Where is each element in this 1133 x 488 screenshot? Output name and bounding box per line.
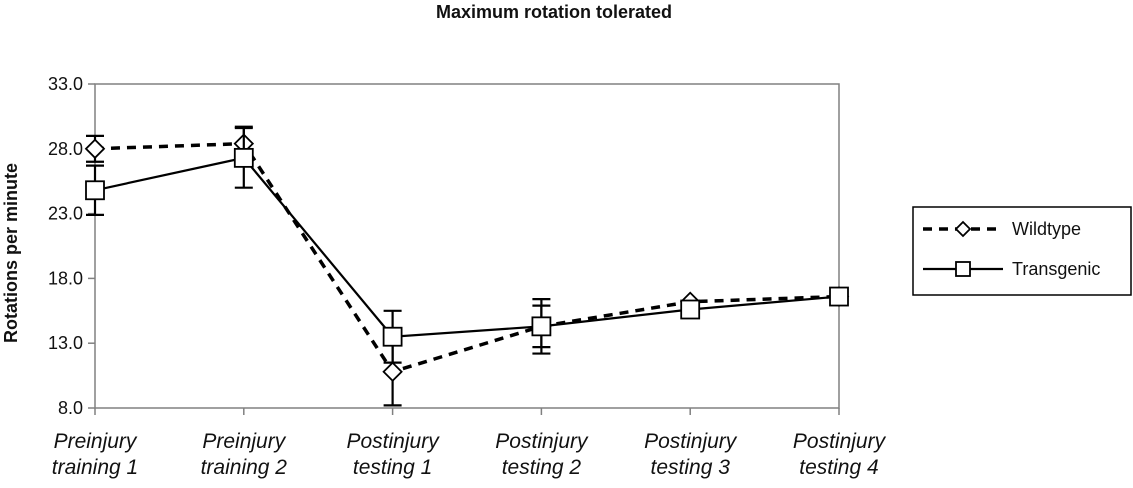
x-tick-label: Preinjury training 1 xyxy=(52,430,138,479)
y-tick-label: 18.0 xyxy=(48,268,83,288)
x-tick-label-line: Preinjury xyxy=(54,430,138,453)
square-marker xyxy=(531,316,552,337)
square-marker xyxy=(233,147,254,168)
x-tick-label: Postinjury testing 1 xyxy=(346,430,440,479)
x-tick-label-line: testing 4 xyxy=(799,456,878,479)
y-tick-label: 28.0 xyxy=(48,139,83,159)
diamond-marker xyxy=(84,138,106,160)
legend-label: Transgenic xyxy=(1012,259,1100,279)
x-tick-label: Preinjury training 2 xyxy=(201,430,288,479)
diamond-marker xyxy=(382,361,403,382)
plot-area-frame xyxy=(94,83,840,409)
x-tick-label-line: testing 1 xyxy=(353,456,432,479)
x-tick-label-line: Preinjury xyxy=(202,430,286,453)
series-line xyxy=(94,156,840,338)
x-tick-label-line: Postinjury xyxy=(793,430,887,453)
x-tick-label-line: Postinjury xyxy=(644,430,738,453)
y-tick-label: 23.0 xyxy=(48,204,83,224)
x-tick-label-line: Postinjury xyxy=(495,430,589,453)
square-marker xyxy=(829,286,849,307)
y-tick-label: 8.0 xyxy=(58,398,83,418)
x-tick-label-line: training 1 xyxy=(52,456,138,479)
square-marker xyxy=(382,326,403,347)
y-axis-label: Rotations per minute xyxy=(1,163,21,343)
diamond-marker xyxy=(954,220,972,238)
x-tick-label-line: testing 2 xyxy=(502,456,582,479)
x-tick-label: Postinjury testing 2 xyxy=(495,430,589,479)
x-tick-label: Postinjury testing 3 xyxy=(644,430,738,479)
x-tick-label: Postinjury testing 4 xyxy=(793,430,887,479)
legend-box xyxy=(912,206,1132,296)
square-marker xyxy=(955,261,971,277)
series-line xyxy=(94,141,840,374)
series-wildtype xyxy=(84,125,850,407)
x-tick-label-line: testing 3 xyxy=(651,456,731,479)
x-tick-label-line: Postinjury xyxy=(346,430,440,453)
x-tick-label-line: training 2 xyxy=(201,456,288,479)
square-marker xyxy=(85,180,105,201)
y-tick-label: 13.0 xyxy=(48,333,83,353)
legend: Wildtype Transgenic xyxy=(912,206,1132,296)
chart-title: Maximum rotation tolerated xyxy=(436,2,672,22)
y-tick-label: 33.0 xyxy=(48,74,83,94)
legend-label: Wildtype xyxy=(1012,219,1081,239)
square-marker xyxy=(680,299,701,320)
series-transgenic xyxy=(85,126,849,364)
